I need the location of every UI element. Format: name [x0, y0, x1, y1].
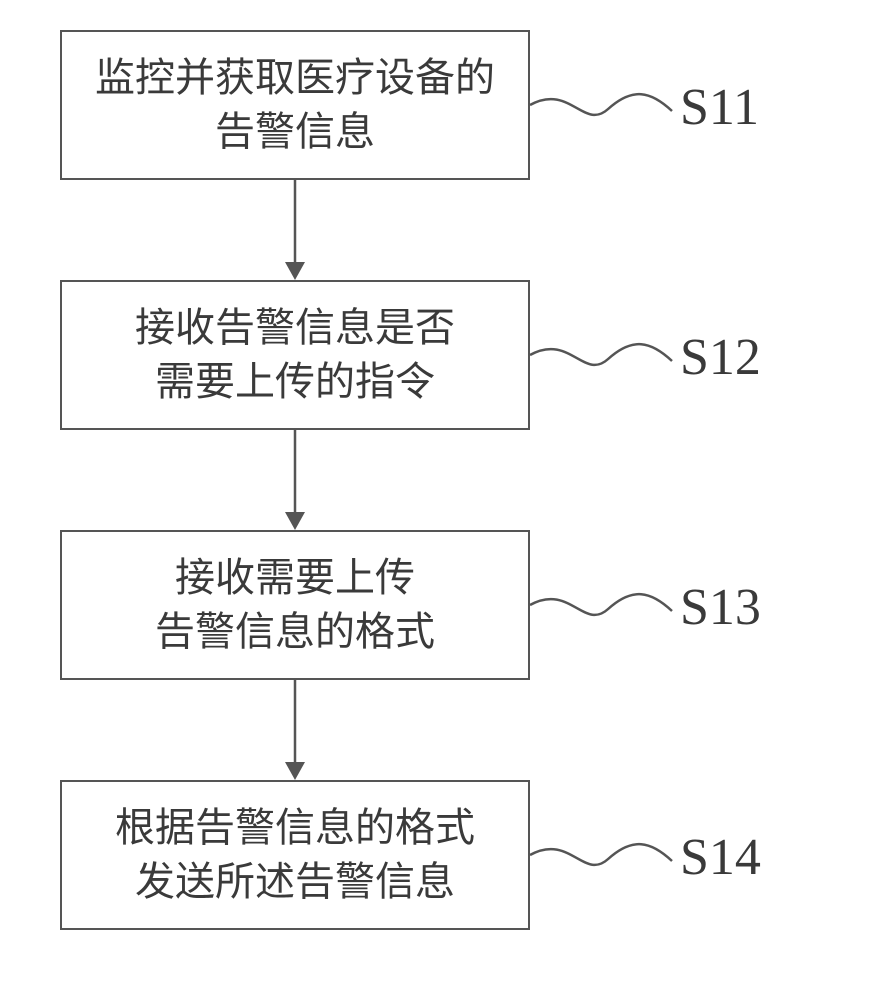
- flowchart-canvas: 监控并获取医疗设备的 告警信息 S11 接收告警信息是否 需要上传的指令 S12…: [0, 0, 886, 1000]
- arrow-s11-s12: [275, 180, 315, 280]
- node-line1: 监控并获取医疗设备的: [95, 55, 495, 100]
- flow-node-s12: 接收告警信息是否 需要上传的指令: [60, 280, 530, 430]
- step-label-s12: S12: [680, 328, 761, 387]
- node-text: 根据告警信息的格式 发送所述告警信息: [115, 801, 475, 909]
- node-line2: 需要上传的指令: [155, 359, 435, 404]
- node-line2: 告警信息: [215, 109, 375, 154]
- label-curve-s14: [530, 820, 672, 890]
- node-text: 接收告警信息是否 需要上传的指令: [135, 301, 455, 409]
- node-line1: 根据告警信息的格式: [115, 805, 475, 850]
- step-label-s14: S14: [680, 828, 761, 887]
- node-line2: 告警信息的格式: [155, 609, 435, 654]
- step-label-s11: S11: [680, 78, 759, 137]
- label-curve-s11: [530, 70, 672, 140]
- flow-node-s13: 接收需要上传 告警信息的格式: [60, 530, 530, 680]
- node-text: 接收需要上传 告警信息的格式: [155, 551, 435, 659]
- label-curve-s12: [530, 320, 672, 390]
- step-label-s13: S13: [680, 578, 761, 637]
- arrow-s13-s14: [275, 680, 315, 780]
- node-line1: 接收需要上传: [175, 555, 415, 600]
- flow-node-s11: 监控并获取医疗设备的 告警信息: [60, 30, 530, 180]
- label-curve-s13: [530, 570, 672, 640]
- node-text: 监控并获取医疗设备的 告警信息: [95, 51, 495, 159]
- node-line2: 发送所述告警信息: [135, 859, 455, 904]
- arrow-s12-s13: [275, 430, 315, 530]
- node-line1: 接收告警信息是否: [135, 305, 455, 350]
- flow-node-s14: 根据告警信息的格式 发送所述告警信息: [60, 780, 530, 930]
